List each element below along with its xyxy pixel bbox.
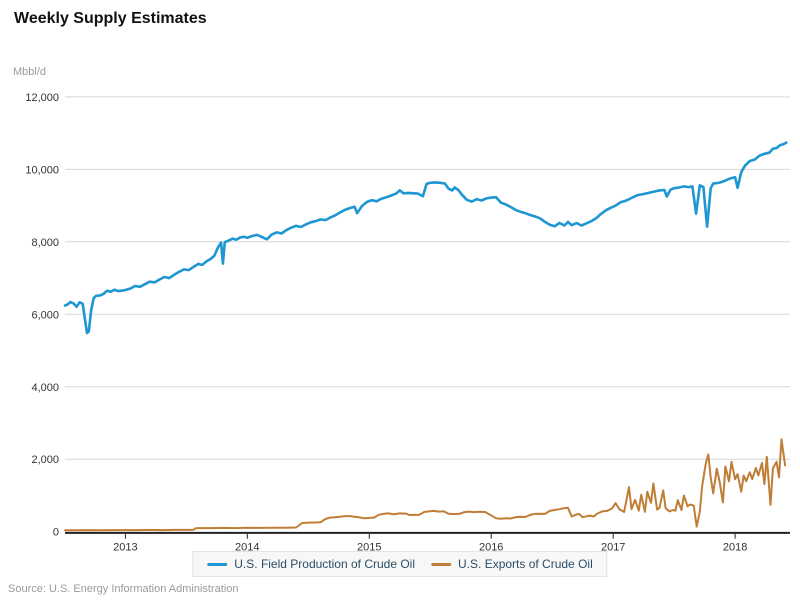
x-tick-label: 2017 xyxy=(601,542,625,554)
y-tick-label: 10,000 xyxy=(25,164,59,176)
legend-item-field-production[interactable]: U.S. Field Production of Crude Oil xyxy=(207,557,415,571)
y-tick-label: 8,000 xyxy=(31,237,59,249)
y-tick-label: 2,000 xyxy=(31,454,59,466)
x-tick-label: 2016 xyxy=(479,542,503,554)
chart-title: Weekly Supply Estimates xyxy=(14,10,207,27)
x-tick-label: 2014 xyxy=(235,542,259,554)
y-tick-label: 0 xyxy=(53,527,59,539)
field-production-line[interactable] xyxy=(63,141,788,335)
y-tick-label: 6,000 xyxy=(31,309,59,321)
legend-label-exports: U.S. Exports of Crude Oil xyxy=(458,557,593,571)
y-axis-unit-label: Mbbl/d xyxy=(13,66,47,78)
x-tick-label: 2013 xyxy=(113,542,137,554)
y-tick-label: 4,000 xyxy=(31,382,59,394)
production-line-swatch-icon xyxy=(207,562,228,566)
legend-item-exports[interactable]: U.S. Exports of Crude Oil xyxy=(431,557,593,571)
exports-line[interactable] xyxy=(64,438,787,532)
legend-label-field-production: U.S. Field Production of Crude Oil xyxy=(234,557,416,571)
x-tick-label: 2018 xyxy=(723,542,747,554)
x-tick-label: 2015 xyxy=(357,542,381,554)
exports-line-swatch-icon xyxy=(431,562,452,566)
source-note: Source: U.S. Energy Information Administ… xyxy=(8,583,239,595)
y-tick-label: 12,000 xyxy=(25,92,59,104)
legend: U.S. Field Production of Crude Oil U.S. … xyxy=(192,551,608,577)
